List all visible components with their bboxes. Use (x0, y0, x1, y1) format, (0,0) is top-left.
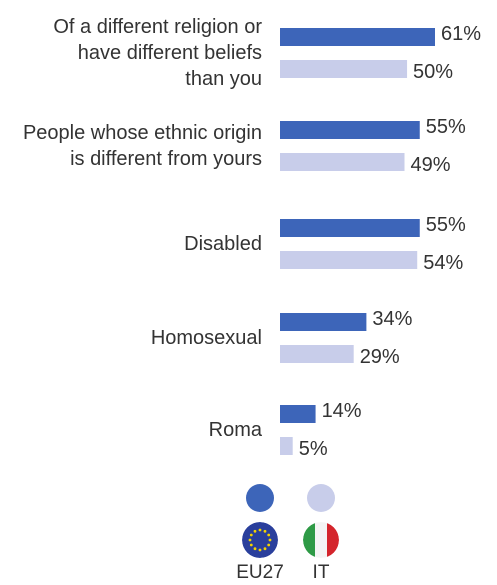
data-label-it: 54% (423, 252, 463, 274)
bars-svg: 61% 50% 55% 49% 55% 54% 34% 29% 14% 5% (280, 23, 481, 460)
eu-flag-icon (242, 522, 278, 558)
category-label-line: Homosexual (150, 327, 262, 349)
data-label-eu27: 61% (441, 23, 481, 45)
bar-eu27 (280, 313, 367, 331)
bar-eu27 (280, 219, 420, 237)
bar-it (280, 437, 293, 455)
category-label: Of a different religion or have different… (53, 14, 262, 92)
data-label-it: 50% (413, 61, 453, 83)
category-label: Roma (209, 417, 262, 443)
data-label-eu27: 14% (322, 400, 362, 422)
data-label-it: 5% (299, 438, 328, 460)
category-label: People whose ethnic origin is different f… (23, 120, 262, 172)
category-label: Disabled (184, 231, 262, 257)
bar-eu27 (280, 121, 420, 139)
category-label-line: have different beliefs (77, 42, 262, 64)
bar-it (280, 251, 418, 269)
category-label-line: Disabled (184, 233, 262, 255)
italy-flag-icon (303, 522, 339, 558)
data-label-it: 29% (360, 346, 400, 368)
data-label-eu27: 55% (426, 214, 466, 236)
legend-label-it: IT (312, 562, 330, 583)
category-label: Homosexual (151, 325, 262, 351)
legend-label-eu27: EU27 (236, 562, 284, 583)
legend-dot-eu27 (246, 484, 274, 512)
data-label-it: 49% (411, 154, 451, 176)
category-label-line: People whose ethnic origin (22, 122, 262, 144)
legend: EU27 IT (0, 470, 497, 585)
bar-it (280, 153, 405, 171)
bar-eu27 (280, 405, 316, 423)
category-label-line: Roma (208, 419, 262, 441)
data-label-eu27: 55% (426, 116, 466, 138)
legend-dot-it (307, 484, 335, 512)
category-label-line: is different from yours (70, 148, 262, 170)
data-label-eu27: 34% (372, 308, 412, 330)
bar-chart: 61% 50% 55% 49% 55% 54% 34% 29% 14% 5% Of a differ… (23, 14, 481, 460)
category-label-line: than you (185, 68, 262, 90)
bar-it (280, 60, 408, 78)
bar-it (280, 345, 354, 363)
category-label-line: Of a different religion or (53, 16, 262, 38)
bar-eu27 (280, 28, 435, 46)
